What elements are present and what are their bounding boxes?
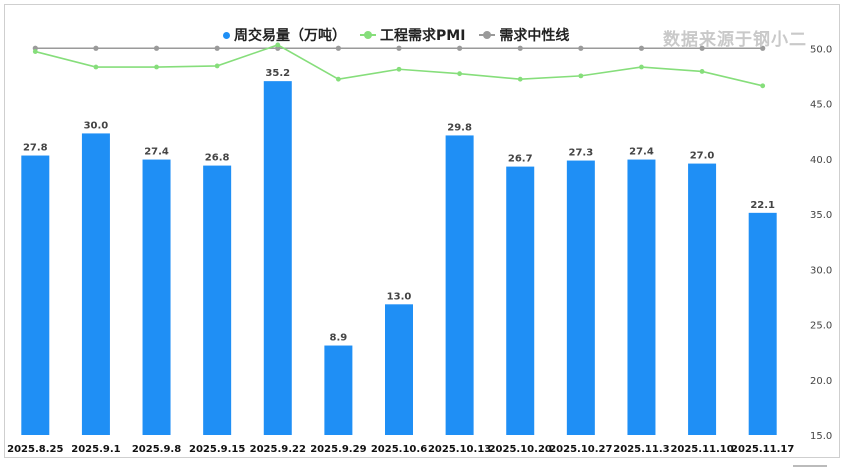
legend-bar-swatch [223, 31, 230, 39]
neutral-point [457, 45, 463, 51]
source-watermark: 数据来源于钢小二 [663, 30, 807, 50]
bar-value-label: 30.0 [84, 120, 109, 131]
bar-2025.9.1 [81, 133, 110, 435]
bar-2025.9.8 [142, 159, 171, 435]
x-tick-label: 2025.9.22 [250, 444, 306, 455]
pmi-point [639, 64, 644, 70]
neutral-point [93, 45, 99, 51]
pmi-point [93, 64, 99, 70]
pmi-point [214, 63, 220, 69]
bar-2025.9.22 [263, 81, 292, 435]
chart-area: 27.8 30.0 27.4 26.8 35.2 8.9 13.0 29.8 26.7 27.3 2… [7, 42, 832, 455]
x-tick-label: 2025.8.25 [7, 444, 63, 455]
neutral-point [517, 45, 523, 51]
y-right-tick-label: 20.0 [810, 376, 832, 387]
y-right-tick-label: 25.0 [810, 321, 832, 332]
y-right-tick-label: 35.0 [810, 210, 832, 221]
bar-value-label: 29.8 [447, 122, 472, 133]
bar-value-label: 27.8 [23, 143, 48, 154]
pmi-point [396, 66, 402, 72]
x-tick-label: 2025.10.20 [489, 444, 552, 455]
legend-item-pmi[interactable]: 工程需求PMI [360, 25, 465, 45]
bar-2025.11.3 [627, 159, 656, 435]
bar-value-label: 27.3 [569, 148, 594, 159]
pmi-point [699, 69, 705, 74]
neutral-point [214, 45, 220, 51]
y-right-tick-label: 50.0 [810, 44, 832, 55]
pmi-point [335, 76, 341, 82]
neutral-point [699, 45, 705, 51]
bar-value-label: 13.0 [387, 291, 412, 302]
x-tick-label: 2025.10.27 [549, 444, 612, 455]
x-tick-label: 2025.10.13 [428, 444, 491, 455]
bar-value-label: 8.9 [330, 333, 348, 344]
bar-value-label: 35.2 [265, 68, 290, 79]
pmi-line [35, 44, 763, 87]
neutral-point [638, 45, 645, 51]
bar-2025.10.6 [385, 304, 413, 435]
pmi-point [154, 64, 159, 70]
bar-value-label: 27.4 [144, 147, 169, 158]
corner-mark [793, 465, 827, 467]
pmi-point [760, 83, 766, 89]
legend-neutral-swatch [479, 31, 496, 39]
bar-value-label: 27.0 [690, 151, 715, 162]
legend-label-neutral: 需求中性线 [499, 28, 570, 44]
y-right-tick-label: 45.0 [810, 100, 832, 111]
x-tick-label: 2025.11.10 [670, 444, 733, 455]
x-tick-label: 2025.9.8 [132, 444, 181, 455]
y-right-tick-label: 40.0 [810, 155, 832, 166]
pmi-point [457, 71, 463, 77]
x-tick-label: 2025.11.17 [731, 444, 794, 455]
x-tick-label: 2025.10.6 [371, 444, 427, 455]
x-tick-label: 2025.9.29 [310, 444, 366, 455]
chart-frame: 27.8 30.0 27.4 26.8 35.2 8.9 13.0 29.8 26.7 27.3 2… [4, 4, 840, 458]
bar-2025.10.13 [445, 135, 474, 435]
bar-value-label: 26.7 [508, 154, 533, 165]
legend-item-neutral[interactable]: 需求中性线 [479, 25, 569, 45]
legend-label-volume: 周交易量（万吨） [234, 28, 346, 44]
x-tick-label: 2025.9.1 [71, 444, 120, 455]
bar-value-label: 27.4 [629, 147, 654, 158]
bar-2025.9.15 [203, 165, 232, 435]
bar-2025.10.27 [566, 160, 595, 435]
legend: 周交易量（万吨） 工程需求PMI 需求中性线 [223, 25, 569, 45]
neutral-point [335, 45, 341, 51]
neutral-point [578, 45, 584, 51]
bar-2025.11.10 [688, 163, 717, 435]
neutral-point [396, 45, 402, 51]
legend-item-volume[interactable]: 周交易量（万吨） [223, 25, 346, 45]
pmi-point [578, 73, 584, 79]
x-tick-label: 2025.9.15 [189, 444, 245, 455]
neutral-point [153, 45, 160, 51]
legend-pmi-swatch [360, 31, 376, 39]
pmi-point [517, 76, 523, 82]
legend-label-pmi: 工程需求PMI [380, 28, 466, 44]
y-right-tick-label: 15.0 [810, 431, 832, 442]
bar-value-label: 26.8 [205, 153, 230, 164]
bar-value-label: 22.1 [750, 200, 775, 211]
x-tick-label: 2025.11.3 [613, 444, 669, 455]
neutral-point [760, 45, 766, 51]
y-right-tick-label: 30.0 [810, 265, 832, 276]
bar-2025.11.17 [748, 212, 777, 435]
bar-2025.9.29 [324, 345, 353, 435]
bar-2025.8.25 [21, 155, 50, 435]
pmi-point [32, 49, 38, 54]
pmi-point [275, 42, 281, 48]
bar-2025.10.20 [506, 166, 535, 436]
